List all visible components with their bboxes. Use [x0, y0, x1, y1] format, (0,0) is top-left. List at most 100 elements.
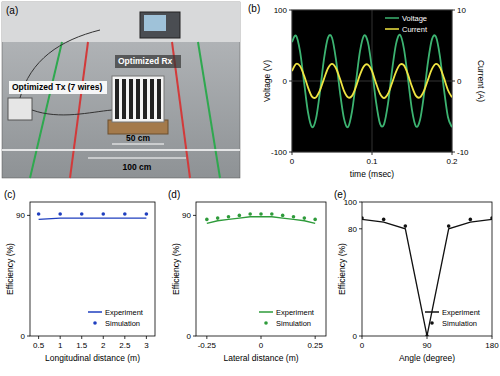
scatter-point	[58, 212, 62, 216]
photo-panel: Optimized RxOptimized Tx (7 wires)50 cm1…	[2, 2, 240, 178]
x-tick-label: 2	[101, 341, 106, 350]
x-tick	[124, 336, 125, 339]
legend-swatch	[259, 311, 273, 313]
x-tick	[452, 152, 453, 155]
y-axis-label: Voltage (V)	[262, 60, 272, 102]
x-axis-label: time (msec)	[350, 169, 395, 179]
x-axis-label: Lateral distance (m)	[223, 353, 298, 363]
y-tick	[27, 336, 30, 337]
rx-board	[112, 76, 164, 122]
floor-line	[70, 42, 88, 178]
coil-wire	[122, 79, 126, 119]
y2-tick-label: 10	[457, 6, 466, 15]
y2-tick-label: -10	[457, 148, 469, 157]
legend-swatch	[425, 311, 439, 313]
coil-wire	[150, 79, 154, 119]
series-line	[207, 217, 315, 224]
scatter-point	[238, 214, 242, 218]
scatter-point	[490, 216, 492, 220]
x-tick	[103, 336, 104, 339]
legend-label: Simulation	[105, 319, 140, 328]
data-group	[362, 216, 492, 336]
chart: (b)00.10.2-1000100-10010time (msec)Volta…	[248, 3, 486, 179]
data-group	[205, 212, 317, 223]
x-tick-label: 90	[423, 341, 432, 350]
x-tick-label: 1.5	[76, 341, 88, 350]
dimension-line	[112, 144, 164, 145]
scatter-point	[270, 212, 274, 216]
scatter-point	[101, 212, 105, 216]
coil-wire	[136, 79, 140, 119]
floor-line	[198, 42, 220, 178]
y2-tick	[452, 81, 455, 82]
chart: (c)0.511.522.53090Longitudinal distance …	[4, 189, 155, 363]
photo-annotation: 100 cm	[123, 162, 152, 172]
x-tick-label: 1	[58, 341, 63, 350]
y2-tick	[452, 152, 455, 153]
photo-background	[2, 2, 240, 178]
plot-frame	[292, 10, 452, 152]
coil-wire	[129, 79, 133, 119]
y-tick	[193, 336, 196, 337]
x-tick	[362, 336, 363, 339]
photo-annotation: Optimized Tx (7 wires)	[12, 82, 102, 92]
legend-label: Current	[402, 25, 428, 34]
plot-frame	[362, 202, 492, 336]
grid-line	[292, 10, 452, 11]
legend-label: Experiment	[276, 308, 315, 317]
scatter-point	[447, 224, 451, 228]
y-tick-label: 90	[16, 211, 25, 220]
x-tick	[372, 152, 373, 155]
legend-swatch	[93, 321, 97, 325]
x-tick	[261, 336, 262, 339]
scatter-point	[281, 214, 285, 218]
y-tick-label: -100	[271, 148, 288, 157]
scatter-point	[80, 212, 84, 216]
y2-tick	[452, 10, 455, 11]
coil-wire	[143, 79, 147, 119]
x-tick	[146, 336, 147, 339]
legend: ExperimentSimulation	[425, 308, 481, 328]
x-tick	[292, 152, 293, 155]
wall	[2, 2, 240, 42]
panel-label: (d)	[168, 189, 180, 200]
data-group	[292, 35, 452, 128]
chart: (d)-0.2500.25090Lateral distance (m)Effi…	[168, 189, 326, 363]
y-tick	[289, 152, 292, 153]
scatter-point	[303, 216, 307, 220]
y-tick-label: 0	[187, 332, 192, 341]
panel-label: (a)	[6, 5, 18, 16]
y-tick	[359, 228, 362, 229]
panel-label: (c)	[4, 189, 16, 200]
series-line	[292, 64, 452, 98]
legend: Experiment Simulation	[88, 308, 144, 328]
y-tick-label: 0	[283, 77, 288, 86]
y-axis-label: Efficiency (%)	[171, 243, 181, 295]
x-tick	[38, 336, 39, 339]
y-tick-label: 80	[348, 225, 357, 234]
floor-line	[2, 149, 240, 151]
y-tick	[359, 336, 362, 337]
floor-line	[30, 42, 62, 178]
x-tick-label: 0	[360, 341, 365, 350]
x-tick-label: 2.5	[119, 341, 131, 350]
legend-label: Experiment	[105, 308, 144, 317]
x-tick-label: 0.5	[33, 341, 45, 350]
x-tick-label: 3	[144, 341, 149, 350]
cable	[32, 110, 112, 115]
y-tick-label: 90	[182, 211, 191, 220]
coil-wire	[115, 79, 119, 119]
x-tick-label: 0.1	[366, 157, 378, 166]
y-tick	[359, 202, 362, 203]
x-tick	[60, 336, 61, 339]
scatter-point	[145, 212, 149, 216]
y2-axis-label: Current (A)	[476, 60, 486, 102]
scatter-point	[123, 212, 127, 216]
scatter-point	[248, 212, 252, 216]
y-tick	[289, 81, 292, 82]
figure: Optimized RxOptimized Tx (7 wires)50 cm1…	[0, 0, 500, 376]
series-line	[362, 219, 492, 336]
x-tick	[492, 336, 493, 339]
x-axis-label: Longitudinal distance (m)	[45, 353, 140, 363]
scatter-point	[259, 212, 263, 216]
